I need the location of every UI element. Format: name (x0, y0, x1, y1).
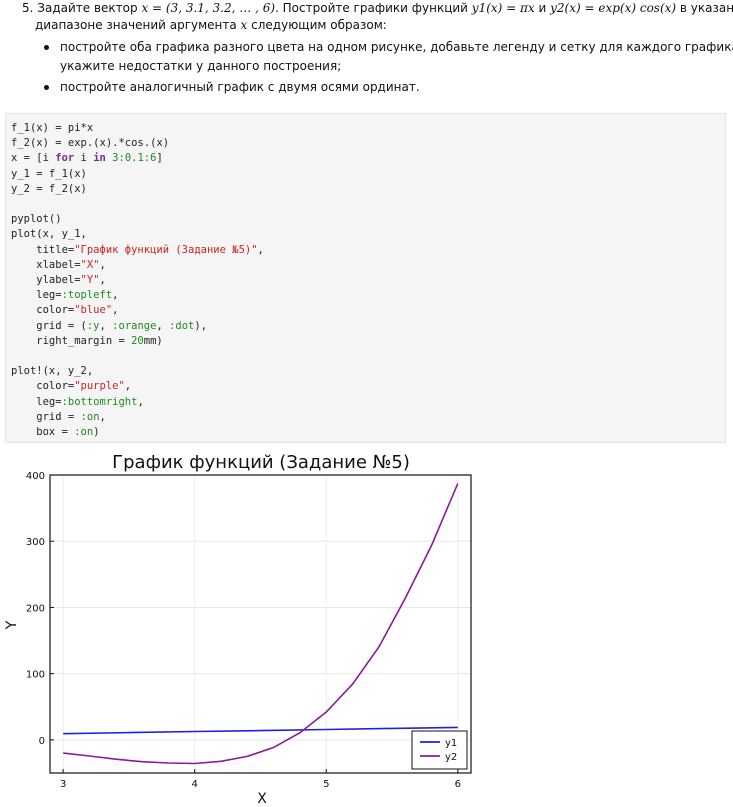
bullet-2: постройте аналогичный график с двумя ося… (60, 80, 420, 94)
function-1-formula: y1(x) = πx (471, 1, 535, 15)
x-axis-label: X (257, 791, 267, 807)
task-text-part: следующим образом: (247, 18, 387, 32)
y-tick-label: 0 (39, 736, 45, 747)
vector-formula: x = (3, 3.1, 3.2, … , 6) (141, 1, 276, 15)
function-2-formula: y2(x) = exp(x) cos(x) (550, 1, 677, 15)
plot-frame (49, 474, 472, 774)
y-tick-label: 300 (26, 537, 45, 548)
bullet-marker (44, 45, 49, 50)
series-lines (63, 483, 459, 765)
task-text-part: Задайте вектор (37, 1, 142, 15)
task-text-part: диапазоне значений аргумента (35, 18, 241, 32)
code-block: f_1(x) = pi*x f_2(x) = exp.(x).*cos.(x) … (5, 113, 726, 443)
task-text-part: . Постройте графики функций (275, 1, 472, 15)
y-tick-label: 200 (26, 603, 45, 614)
legend-label-y2: y2 (445, 752, 457, 763)
chart-title: График функций (Задание №5) (112, 452, 410, 473)
legend-box (411, 730, 468, 770)
x-tick-label: 3 (60, 779, 66, 790)
series-line-y1 (63, 726, 458, 735)
task-text-part: и (534, 1, 551, 15)
bullet-1-line-1: постройте оба графика разного цвета на о… (60, 40, 733, 54)
function-chart: График функций (Задание №5) 0 100 200 300 40… (4, 452, 472, 807)
series-line-y2 (63, 483, 459, 765)
y-axis-label: Y (4, 620, 20, 630)
task-number: 5. (22, 1, 34, 15)
bullet-1-line-2: укажите недостатки у данного построения; (60, 59, 342, 73)
legend-label-y1: y1 (445, 738, 457, 749)
x-tick-label: 5 (323, 779, 329, 790)
task-line-2: диапазоне значений аргумента x следующим… (35, 16, 387, 34)
code-text: f_1(x) = pi*x f_2(x) = exp.(x).*cos.(x) … (11, 122, 264, 439)
task-text-part: в указанном (679, 1, 733, 15)
x-tick-label: 6 (455, 779, 461, 790)
task-line-1: 5. Задайте вектор x = (3, 3.1, 3.2, … , … (22, 0, 733, 17)
y-tick-label: 400 (26, 471, 45, 482)
x-tick-label: 4 (192, 779, 198, 790)
axes: 0 100 200 300 400 3 4 5 6 (26, 471, 472, 790)
argument-symbol: x (240, 18, 248, 32)
bullet-marker (44, 85, 49, 90)
y-tick-label: 100 (26, 670, 45, 681)
